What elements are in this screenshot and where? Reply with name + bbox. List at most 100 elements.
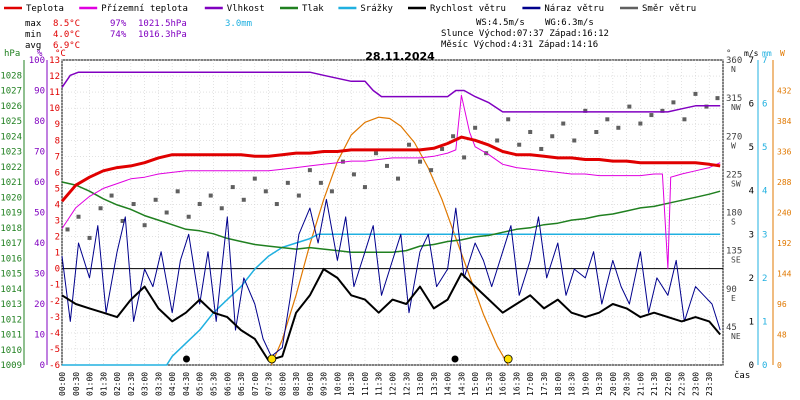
pct-title: % [37,49,43,59]
x-tick: 08:00 [278,372,287,396]
pct-tick: 10 [34,331,45,341]
dir-title: ° [726,49,731,59]
degc-tick: -4 [49,329,60,339]
wm2-tick: 192 [777,239,792,248]
stat-label: max [25,19,42,29]
smer-vetru-marker [451,134,456,139]
mm-title: mm [762,49,772,58]
stat-hum: 74% [110,30,127,40]
x-tick: 22:30 [678,372,687,396]
hpa-tick: 1022 [0,163,22,173]
smer-vetru-marker [285,180,290,185]
ms-title: m/s [744,49,759,58]
smer-vetru-marker [550,134,555,139]
x-tick: 00:00 [58,372,67,396]
wm2-tick: 384 [777,117,792,126]
ms-tick: 6 [749,100,754,110]
tlak-line [61,181,721,253]
smer-vetru-marker [98,206,103,211]
x-tick: 01:00 [86,372,95,396]
x-tick: 11:00 [361,372,370,396]
smer-vetru-marker [528,130,533,135]
dir-tick: 270 [726,132,742,142]
x-axis-title: čas [734,370,750,381]
smer-vetru-marker [649,113,654,118]
smer-vetru-marker [462,155,467,160]
mm-tick: 5 [762,143,767,153]
smer-vetru-marker [671,100,676,105]
ms-tick: 0 [749,361,754,371]
dir-cardinal: S [731,218,736,227]
degc-tick: 11 [49,88,60,98]
smer-vetru-marker [131,202,136,207]
legend-label: Srážky [360,4,393,14]
smer-vetru-marker [76,214,81,219]
x-tick: 09:00 [306,372,315,396]
smer-vetru-marker [230,185,235,190]
smer-vetru-marker [186,214,191,219]
smer-vetru-marker [373,151,378,156]
moonrise-marker [182,355,190,363]
stat-temp: 4.0°C [53,30,80,40]
x-tick: 00:30 [72,372,81,396]
smer-vetru-marker [65,227,70,232]
dir-tick: 180 [726,209,742,219]
vlhkost-line [61,71,721,113]
x-tick: 06:30 [237,372,246,396]
degc-tick: 12 [49,72,60,82]
smer-vetru-marker [506,117,511,122]
x-tick: 20:00 [609,372,618,396]
stat-label: min [25,30,41,40]
hpa-tick: 1017 [0,239,22,249]
dir-cardinal: NE [731,332,741,341]
mm-tick: 4 [762,187,767,197]
hpa-tick: 1012 [0,315,22,325]
x-tick: 07:00 [251,372,260,396]
pct-tick: 60 [34,178,45,188]
wm2-tick: 432 [777,87,792,96]
x-tick: 16:00 [499,372,508,396]
degc-tick: 2 [55,233,60,243]
smer-vetru-marker [263,189,268,194]
hpa-tick: 1015 [0,270,22,280]
smer-vetru-marker [495,138,500,143]
wm2-tick: 288 [777,178,792,187]
smer-vetru-marker [561,121,566,126]
wm2-tick: 240 [777,209,792,218]
sunrise-marker [267,354,277,364]
naraz-vetru-line [61,198,721,357]
hpa-tick: 1010 [0,346,22,356]
ms-tick: 7 [749,56,754,66]
ms-tick: 5 [749,143,754,153]
info-moon: Měsíc Východ:4:31 Západ:14:16 [441,40,598,50]
degc-tick: -6 [49,361,60,371]
degc-tick: 0 [55,265,60,275]
smer-vetru-marker [616,125,621,130]
ms-tick: 4 [749,187,754,197]
smer-vetru-marker [197,202,202,207]
dir-cardinal: SE [731,256,741,265]
pct-tick: 90 [34,87,45,97]
x-tick: 21:00 [636,372,645,396]
hpa-tick: 1026 [0,102,22,112]
smer-vetru-marker [120,218,125,223]
dir-tick: 225 [726,170,742,180]
x-tick: 04:30 [182,372,191,396]
hpa-tick: 1009 [0,361,22,371]
hpa-tick: 1014 [0,285,22,295]
stat-press: 1021.5hPa [138,19,187,29]
hpa-tick: 1019 [0,209,22,219]
wm2-tick: 96 [777,300,787,309]
stat-temp: 8.5°C [53,19,80,29]
rychlost-vetru-line [61,268,721,362]
ms-tick: 2 [749,274,754,284]
dir-cardinal: E [731,294,736,303]
smer-vetru-marker [318,180,323,185]
srazky-line [62,233,721,366]
x-tick: 10:00 [333,372,342,396]
x-tick: 15:30 [485,372,494,396]
mm-tick: 6 [762,100,767,110]
smer-vetru-marker [384,163,389,168]
degc-tick: -1 [49,281,60,291]
